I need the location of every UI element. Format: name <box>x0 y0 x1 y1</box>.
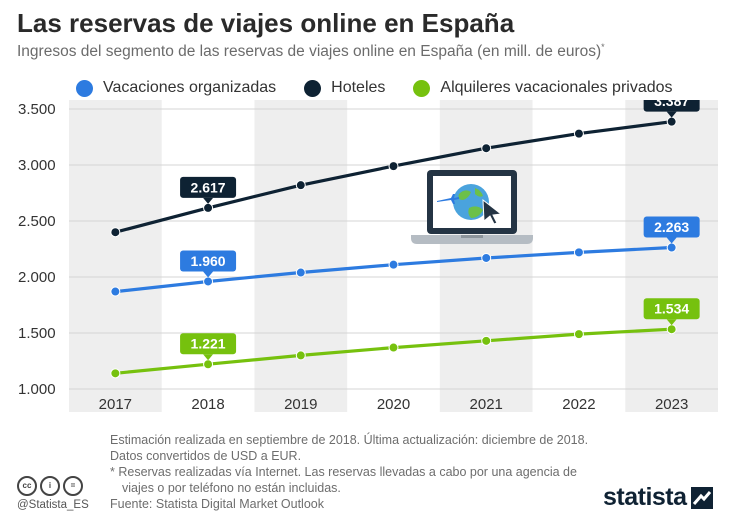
data-label-text: 1.534 <box>654 301 689 317</box>
x-axis: 2017 2018 2019 2020 2021 2022 2023 <box>99 396 689 413</box>
data-point <box>203 276 214 287</box>
x-tick-label: 2020 <box>377 396 410 413</box>
chart-subtitle: Ingresos del segmento de las reservas de… <box>17 42 605 61</box>
data-label-text: 1.960 <box>191 253 226 269</box>
x-tick-label: 2021 <box>470 396 503 413</box>
legend-item-vacaciones: Vacaciones organizadas <box>76 79 276 97</box>
data-label: 1.960 <box>180 250 237 278</box>
y-axis: 1.000 1.500 2.000 2.500 3.000 3.500 <box>18 101 718 398</box>
legend-label-vacaciones: Vacaciones organizadas <box>103 79 277 96</box>
data-label: 2.263 <box>643 216 700 244</box>
data-point <box>203 202 214 213</box>
data-label-pointer <box>203 197 214 204</box>
y-tick-label: 1.500 <box>18 325 56 342</box>
legend-label-alquileres: Alquileres vacacionales privados <box>440 79 673 96</box>
data-point <box>666 242 677 253</box>
data-label-box <box>643 216 700 238</box>
legend-label-hoteles: Hoteles <box>331 79 386 96</box>
grid-band <box>254 100 348 412</box>
data-label: 1.221 <box>180 333 237 361</box>
data-label-text: 2.263 <box>654 219 689 235</box>
y-tick-label: 1.000 <box>18 381 56 398</box>
note-estimation: Estimación realizada en septiembre de 20… <box>110 433 589 447</box>
data-point <box>666 324 677 335</box>
data-point <box>110 368 121 379</box>
x-tick-label: 2023 <box>655 396 688 413</box>
data-label-text: 2.617 <box>191 179 226 195</box>
data-point <box>203 359 214 370</box>
chart-title: Las reservas de viajes online en España <box>17 8 515 38</box>
statista-mark-icon <box>690 486 713 509</box>
legend-item-alquileres: Alquileres vacacionales privados <box>413 79 673 97</box>
data-label-box <box>180 333 237 355</box>
data-point <box>295 180 306 191</box>
y-tick-label: 2.000 <box>18 269 56 286</box>
data-label-pointer <box>666 237 677 244</box>
y-tick-label: 2.500 <box>18 213 56 230</box>
data-label-box <box>180 176 237 198</box>
legend-item-hoteles: Hoteles <box>304 79 385 97</box>
data-label: 1.534 <box>643 298 700 326</box>
note-definition-cont: viajes o por teléfono no están incluidas… <box>122 481 341 495</box>
data-point <box>573 329 584 340</box>
y-tick-label: 3.500 <box>18 101 56 118</box>
laptop-globe-airplane-icon <box>411 170 533 244</box>
data-point <box>295 267 306 278</box>
creative-commons-icon: cc <box>17 476 37 496</box>
chart-legend: Vacaciones organizadas Hoteles Alquilere… <box>76 77 701 99</box>
data-label: 2.617 <box>180 176 237 204</box>
subtitle-text: Ingresos del segmento de las reservas de… <box>17 43 602 61</box>
series-points <box>110 116 677 379</box>
statista-logo[interactable]: statista <box>603 483 713 512</box>
attribution-icon: i <box>40 476 60 496</box>
legend-swatch-hoteles <box>304 79 322 97</box>
data-point <box>388 259 399 270</box>
note-conversion: Datos convertidos de USD a EUR. <box>110 449 302 463</box>
legend-swatch-alquileres <box>413 79 431 97</box>
brand-name: statista <box>603 483 687 511</box>
license-icons: cc i = <box>17 476 86 496</box>
x-tick-label: 2022 <box>562 396 595 413</box>
data-point <box>295 350 306 361</box>
data-label-pointer <box>666 111 677 118</box>
data-point <box>666 116 677 127</box>
data-point <box>573 128 584 139</box>
data-point <box>110 286 121 297</box>
data-point <box>110 227 121 238</box>
data-label-box <box>643 100 700 112</box>
grid-band <box>625 100 718 412</box>
footnotes: Estimación realizada en septiembre de 20… <box>110 432 630 512</box>
legend-swatch-vacaciones <box>76 79 93 97</box>
data-point <box>481 335 492 346</box>
data-point <box>481 143 492 154</box>
data-label-text: 3.387 <box>654 100 689 109</box>
data-point <box>573 247 584 258</box>
source-text: Fuente: Statista Digital Market Outlook <box>110 497 324 511</box>
note-definition: * Reservas realizadas vía Internet. Las … <box>110 465 577 479</box>
grid-band <box>69 100 162 412</box>
x-tick-label: 2019 <box>284 396 317 413</box>
data-label-text: 1.221 <box>191 336 226 352</box>
x-tick-label: 2018 <box>191 396 224 413</box>
data-label-box <box>643 298 700 320</box>
data-point <box>481 252 492 263</box>
data-label-pointer <box>203 271 214 278</box>
statista-handle[interactable]: @Statista_ES <box>17 499 89 511</box>
no-derivatives-icon: = <box>63 476 83 496</box>
data-label-pointer <box>666 319 677 326</box>
data-point <box>388 342 399 353</box>
grid-bands <box>69 100 718 412</box>
y-tick-label: 3.000 <box>18 157 56 174</box>
subtitle-footnote-mark: * <box>601 42 605 52</box>
data-point <box>388 161 399 172</box>
data-label-pointer <box>203 354 214 361</box>
x-tick-label: 2017 <box>99 396 132 413</box>
data-label-box <box>180 250 237 272</box>
data-label: 3.387 <box>643 100 700 118</box>
data-labels: 1.960 2.263 2.617 3.387 1.221 1.534 <box>180 100 700 361</box>
